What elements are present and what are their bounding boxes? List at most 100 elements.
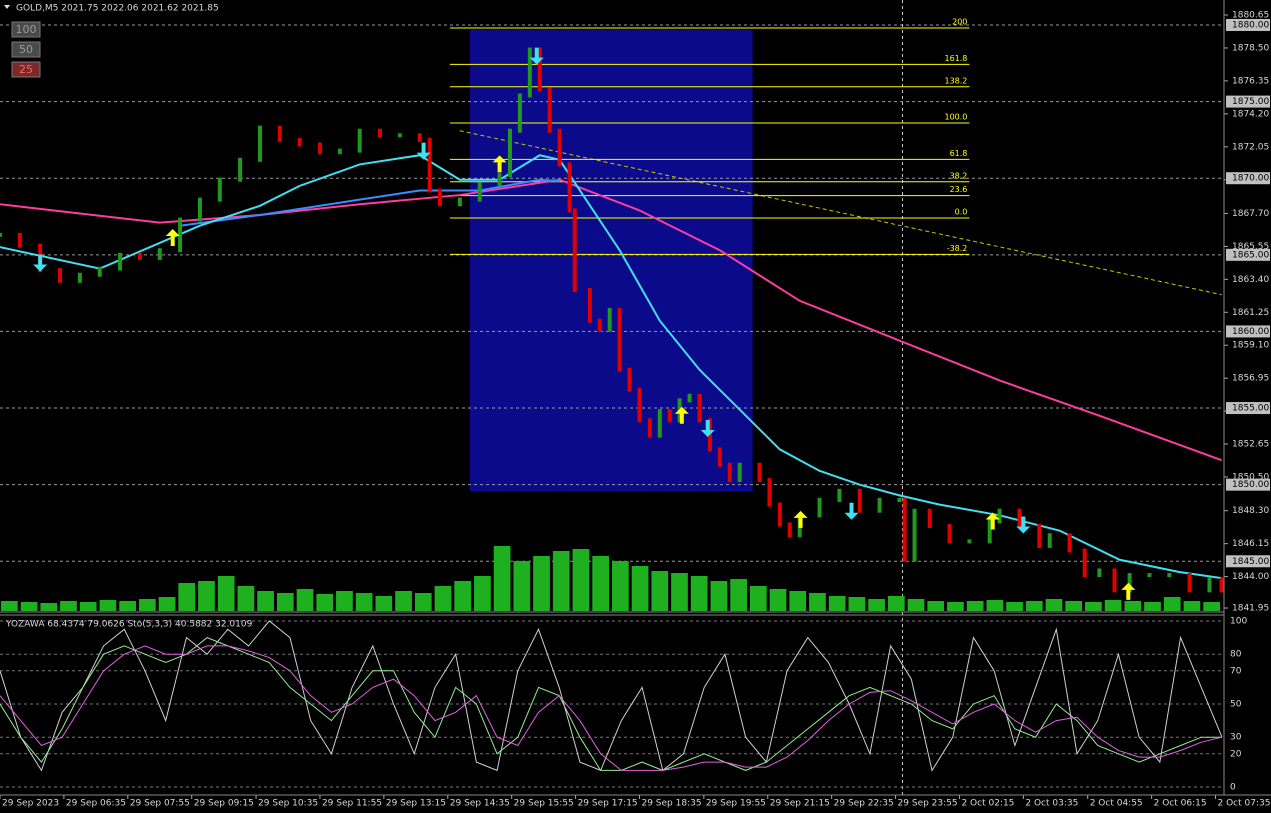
price-bar xyxy=(927,508,932,529)
x-tick-label: 29 Sep 13:15 xyxy=(386,799,446,809)
x-tick-label: 29 Sep 14:35 xyxy=(450,799,510,809)
price-bar xyxy=(767,478,772,507)
price-level-label: 1860.00 xyxy=(1232,327,1269,337)
y-tick-label: 70 xyxy=(1230,666,1242,676)
price-bar xyxy=(0,232,2,237)
price-bar xyxy=(217,177,222,202)
volume-bar xyxy=(336,591,353,611)
y-tick-label: 1846.15 xyxy=(1232,539,1269,549)
price-bar xyxy=(297,137,302,147)
volume-bar xyxy=(592,556,609,611)
price-bar xyxy=(707,418,712,452)
volume-bar xyxy=(158,597,176,611)
y-tick-label: 1844.00 xyxy=(1232,572,1269,582)
volume-bar xyxy=(533,556,550,611)
y-tick-label: 1850.50 xyxy=(1232,473,1269,483)
menu-triangle[interactable] xyxy=(4,5,10,9)
price-bar xyxy=(118,252,123,271)
x-tick-label: 29 Sep 06:35 xyxy=(66,799,126,809)
price-bar xyxy=(537,47,542,92)
signal-arrow xyxy=(33,254,48,272)
zoom-button[interactable] xyxy=(11,41,41,58)
zoom-button[interactable] xyxy=(11,21,41,38)
y-tick-label: 100 xyxy=(1230,617,1247,627)
signal-arrow xyxy=(492,155,507,173)
oscillator-line xyxy=(0,637,1222,771)
price-bar xyxy=(817,497,822,518)
price-bar xyxy=(527,47,532,98)
price-bar xyxy=(77,272,82,283)
y-tick-label: 1880.65 xyxy=(1232,11,1269,21)
zoom-button-label[interactable]: 50 xyxy=(19,43,33,56)
volume-bar xyxy=(355,593,373,611)
price-level-box xyxy=(1226,325,1270,338)
price-bar xyxy=(157,248,162,260)
x-tick-label: 29 Sep 22:35 xyxy=(834,799,894,809)
volume-bar xyxy=(375,596,393,611)
y-tick-label: 1861.25 xyxy=(1232,308,1269,318)
y-tick-label: 1874.20 xyxy=(1232,109,1269,119)
signal-arrow xyxy=(985,512,1000,530)
volume-bar xyxy=(631,566,649,611)
volume-bar xyxy=(710,581,728,611)
x-tick-label: 2 Oct 03:35 xyxy=(1025,799,1078,809)
volume-bar xyxy=(1163,597,1181,611)
volume-bar xyxy=(947,602,964,611)
price-level-label: 1880.00 xyxy=(1232,20,1269,30)
price-level-box xyxy=(1226,248,1270,261)
price-bar xyxy=(547,87,552,133)
price-bar xyxy=(417,133,422,142)
price-bar xyxy=(58,268,63,283)
price-bar xyxy=(737,462,742,483)
volume-bar xyxy=(296,589,314,611)
x-tick-label: 29 Sep 23:55 xyxy=(898,799,958,809)
volume-bar xyxy=(1124,601,1142,611)
oscillator-line xyxy=(0,645,1223,771)
volume-bar xyxy=(60,601,77,611)
price-bar xyxy=(727,462,732,483)
price-bar xyxy=(1097,568,1102,578)
price-bar xyxy=(97,266,102,277)
y-tick-label: 30 xyxy=(1230,733,1242,743)
indicator-header: YOZAWA 68.4374 79.0626 Sto(5,3,3) 40.588… xyxy=(5,620,253,630)
price-bar xyxy=(178,217,183,253)
price-bar xyxy=(438,188,443,207)
x-tick-label: 29 Sep 10:35 xyxy=(258,799,318,809)
fibo-label: 138.2 xyxy=(944,76,967,85)
price-bar xyxy=(427,137,432,193)
volume-bar xyxy=(690,576,708,611)
volume-bar xyxy=(907,599,925,611)
price-bar xyxy=(777,502,782,527)
price-bar xyxy=(997,508,1002,524)
volume-bar xyxy=(769,589,787,611)
price-bar xyxy=(697,393,702,423)
volume-bar xyxy=(1183,601,1201,611)
x-tick-label: 29 Sep 09:15 xyxy=(194,799,254,809)
volume-bar xyxy=(40,603,58,611)
signal-arrow xyxy=(793,510,808,528)
price-bar xyxy=(987,519,992,544)
price-bar xyxy=(837,488,842,502)
volume-bar xyxy=(1065,601,1083,611)
price-bar xyxy=(507,128,512,178)
volume-bar xyxy=(493,546,511,611)
price-bar xyxy=(497,173,502,187)
price-level-label: 1850.00 xyxy=(1232,480,1269,490)
zoom-button-label[interactable]: 100 xyxy=(16,23,37,36)
price-bar xyxy=(572,208,577,293)
price-bar xyxy=(317,142,322,155)
volume-bar xyxy=(79,602,97,611)
price-bar xyxy=(1167,573,1172,578)
zoom-button-label[interactable]: 25 xyxy=(19,63,33,76)
price-bar xyxy=(337,148,342,155)
signal-arrow xyxy=(700,419,715,437)
volume-bar xyxy=(552,551,570,611)
signal-arrow xyxy=(674,406,689,424)
x-tick-label: 29 Sep 2023 xyxy=(2,799,59,809)
price-level-label: 1865.00 xyxy=(1232,250,1269,260)
volume-bar xyxy=(316,594,334,611)
price-bar xyxy=(1187,573,1192,593)
price-level-box xyxy=(1226,402,1270,415)
zoom-button[interactable] xyxy=(11,61,41,78)
y-tick-label: 1865.55 xyxy=(1232,242,1269,252)
